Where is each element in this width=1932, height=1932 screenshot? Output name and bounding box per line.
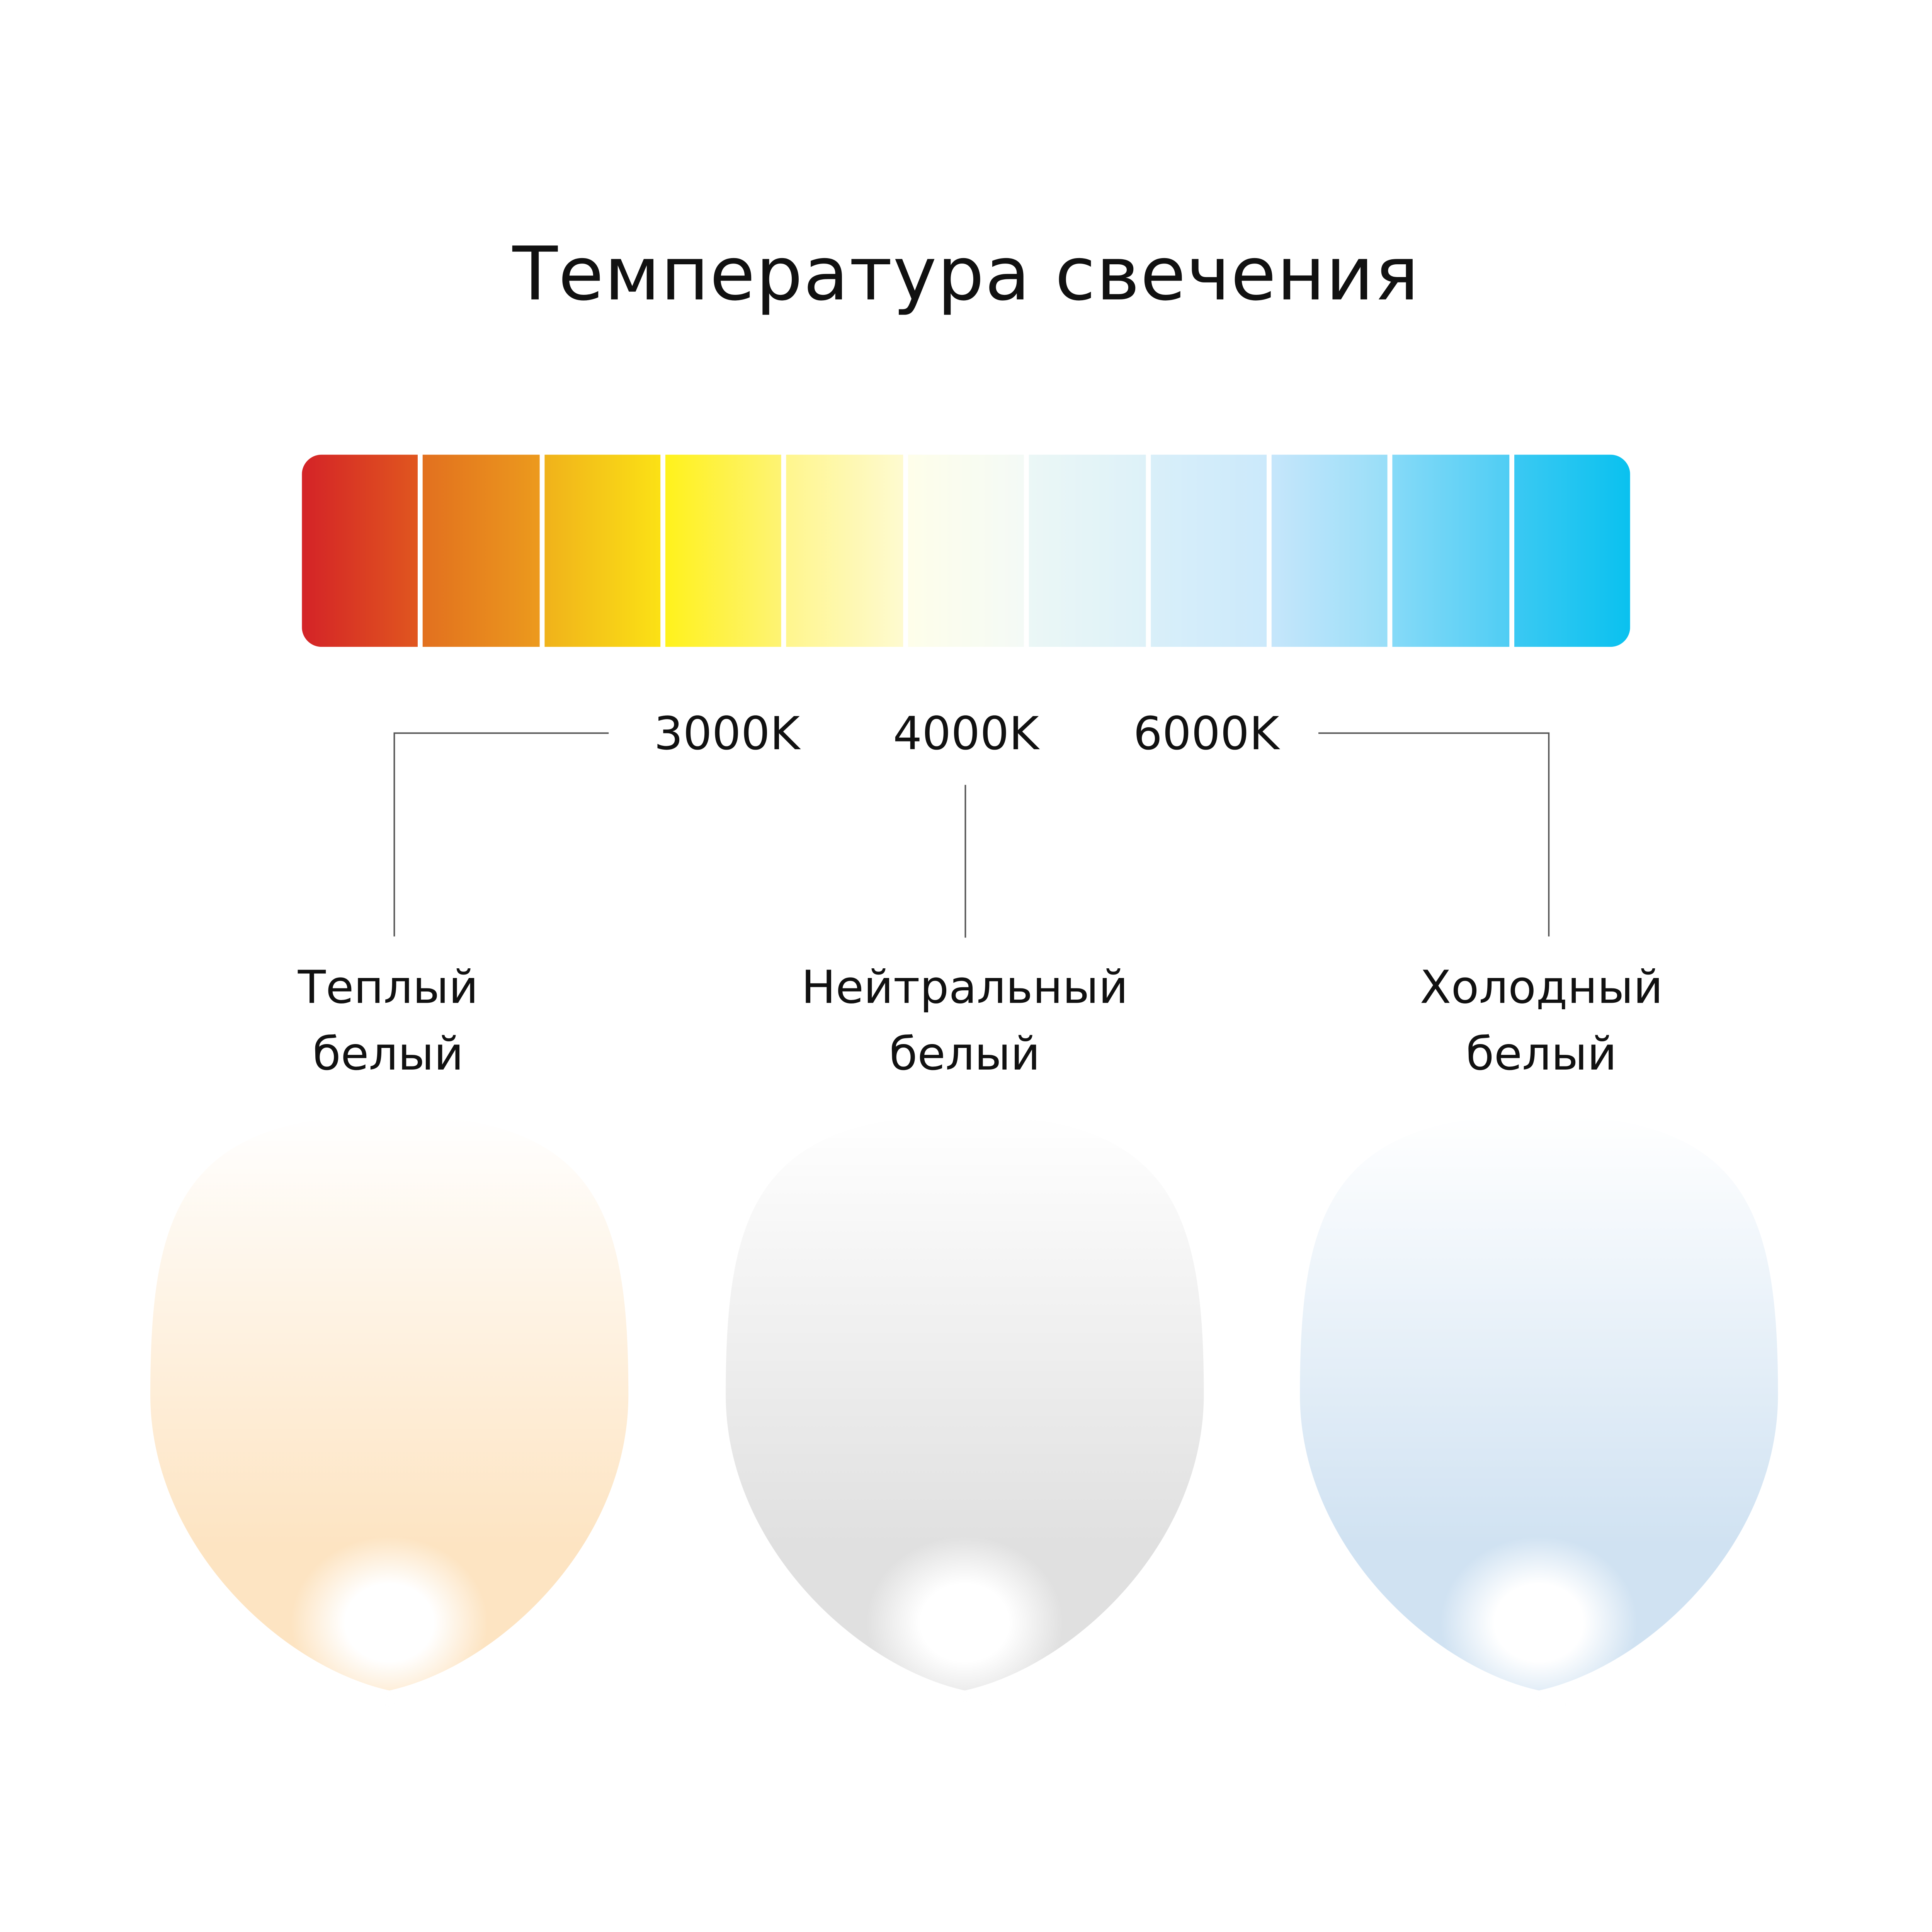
- scale-segment-8: [1150, 454, 1267, 647]
- category-warm-line2: белый: [313, 1027, 464, 1081]
- label-4000k: 4000K: [893, 707, 1039, 760]
- category-warm: Теплый белый: [166, 955, 610, 1088]
- category-cool-line1: Холодный: [1420, 961, 1663, 1014]
- category-neutral: Нейтральный белый: [743, 955, 1187, 1088]
- title: Температура свечения: [512, 231, 1420, 318]
- neutral-bulb-hotspot: [866, 1536, 1063, 1709]
- scale-segment-1: [302, 454, 418, 647]
- scale-segment-11: [1514, 454, 1630, 647]
- category-neutral-line2: белый: [889, 1027, 1041, 1081]
- scale-segment-3: [544, 454, 661, 647]
- scale-segment-7: [1029, 454, 1146, 647]
- category-cool-line2: белый: [1466, 1027, 1617, 1081]
- color-temperature-scale: [302, 454, 1630, 647]
- warm-connector: [393, 732, 609, 937]
- category-warm-line1: Теплый: [298, 961, 478, 1014]
- warm-bulb-hotspot: [291, 1536, 488, 1709]
- scale-segment-4: [665, 454, 782, 647]
- scale-segment-2: [423, 454, 539, 647]
- warm-bulb-glow: [150, 1115, 629, 1691]
- category-cool: Холодный белый: [1320, 955, 1763, 1088]
- label-3000k: 3000K: [654, 707, 800, 760]
- neutral-bulb-glow: [726, 1115, 1204, 1691]
- scale-segment-10: [1393, 454, 1509, 647]
- scale-segment-5: [786, 454, 903, 647]
- category-neutral-line1: Нейтральный: [801, 961, 1128, 1014]
- scale-segment-6: [908, 454, 1024, 647]
- label-6000k: 6000K: [1133, 707, 1279, 760]
- cool-connector: [1318, 732, 1550, 937]
- cool-bulb-glow: [1300, 1115, 1778, 1691]
- scale-segment-9: [1271, 454, 1388, 647]
- cool-bulb-hotspot: [1440, 1536, 1638, 1709]
